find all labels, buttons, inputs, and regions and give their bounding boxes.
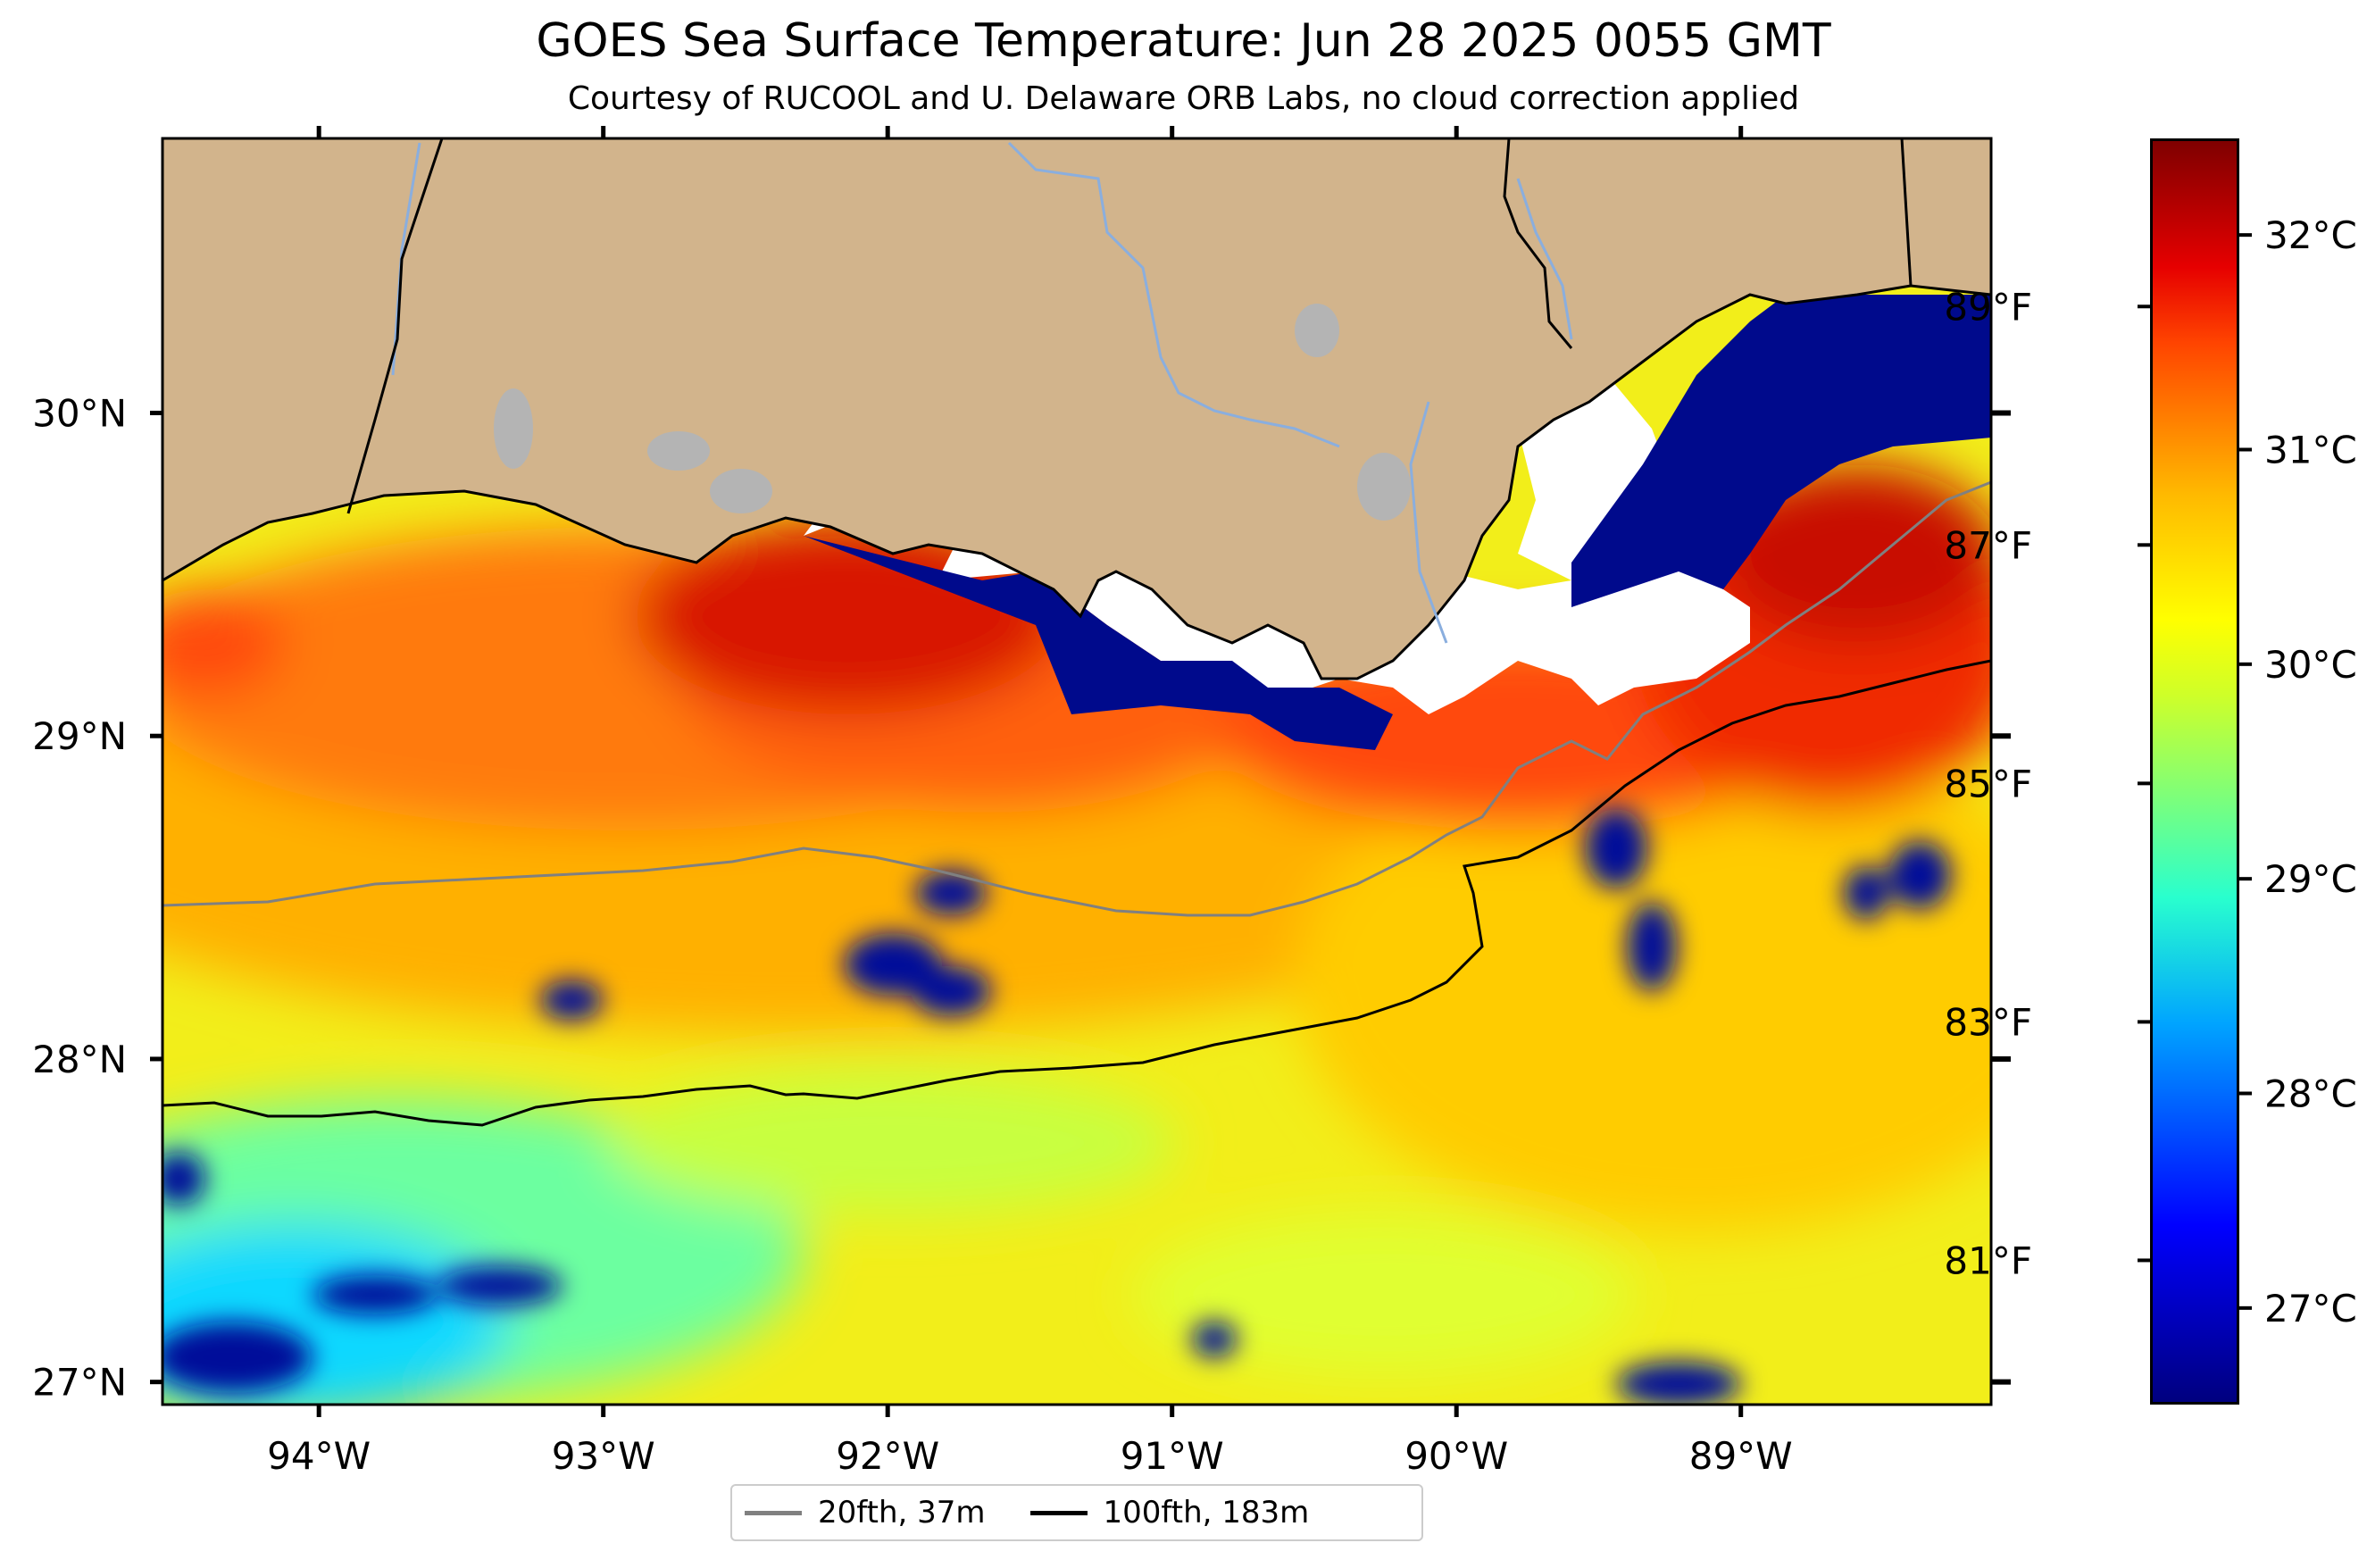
celsius-label: 29°C — [2264, 857, 2357, 901]
legend-line-black — [1029, 1510, 1088, 1515]
celsius-label: 31°C — [2264, 428, 2357, 471]
fahrenheit-label: 89°F — [1944, 285, 2032, 329]
contour-20fth — [163, 480, 1991, 917]
legend: 20fth, 37m 100fth, 183m — [730, 1484, 1423, 1541]
coastline — [163, 284, 1991, 680]
land — [163, 138, 1991, 679]
fahrenheit-label: 81°F — [1944, 1239, 2032, 1282]
cloud-area — [804, 375, 1750, 714]
lat-tick-label: 28°N — [32, 1038, 127, 1081]
fahrenheit-label: 87°F — [1944, 523, 2032, 567]
lon-tick-label: 92°W — [836, 1434, 939, 1478]
celsius-label: 32°C — [2264, 213, 2357, 257]
sst-field — [163, 464, 1991, 1405]
state-borders — [346, 138, 1913, 514]
legend-label: 20fth, 37m — [818, 1495, 986, 1530]
map-frame — [161, 137, 1993, 1406]
legend-item-20fth: 20fth, 37m — [745, 1495, 986, 1530]
legend-label: 100fth, 183m — [1103, 1495, 1310, 1530]
colorbar — [2150, 138, 2239, 1405]
nearshore-mask — [804, 536, 1393, 750]
map-subtitle: Courtesy of RUCOOL and U. Delaware ORB L… — [567, 80, 1800, 117]
lat-tick-label: 27°N — [32, 1361, 127, 1405]
celsius-label: 28°C — [2264, 1072, 2357, 1116]
legend-line-gray — [745, 1510, 802, 1515]
masked-patches — [163, 808, 1951, 1405]
lon-tick-label: 89°W — [1689, 1434, 1793, 1478]
map-title: GOES Sea Surface Temperature: Jun 28 202… — [536, 14, 1831, 68]
fahrenheit-label: 85°F — [1944, 762, 2032, 805]
celsius-label: 30°C — [2264, 643, 2357, 687]
legend-item-100fth: 100fth, 183m — [1029, 1495, 1310, 1530]
longitude-ticks: 94°W 93°W 92°W 91°W 90°W 89°W — [267, 126, 1793, 1478]
rivers — [391, 141, 1573, 644]
lakes — [494, 304, 1411, 521]
contour-100fth — [163, 659, 1991, 1127]
fahrenheit-label: 83°F — [1944, 1000, 2032, 1044]
colorbar-ticks: 32°C 31°C 30°C 29°C 28°C 27°C 89°F 87°F 85°F 83°F… — [1944, 213, 2356, 1330]
lon-tick-label: 93°W — [552, 1434, 655, 1478]
lon-tick-label: 94°W — [267, 1434, 371, 1478]
latitude-ticks: 30°N 29°N 28°N 27°N — [32, 391, 2011, 1405]
lat-tick-label: 30°N — [32, 391, 127, 435]
east-mask — [1571, 295, 1991, 607]
celsius-label: 27°C — [2264, 1287, 2357, 1330]
lat-tick-label: 29°N — [32, 714, 127, 758]
lon-tick-label: 91°W — [1121, 1434, 1224, 1478]
lon-tick-label: 90°W — [1404, 1434, 1508, 1478]
